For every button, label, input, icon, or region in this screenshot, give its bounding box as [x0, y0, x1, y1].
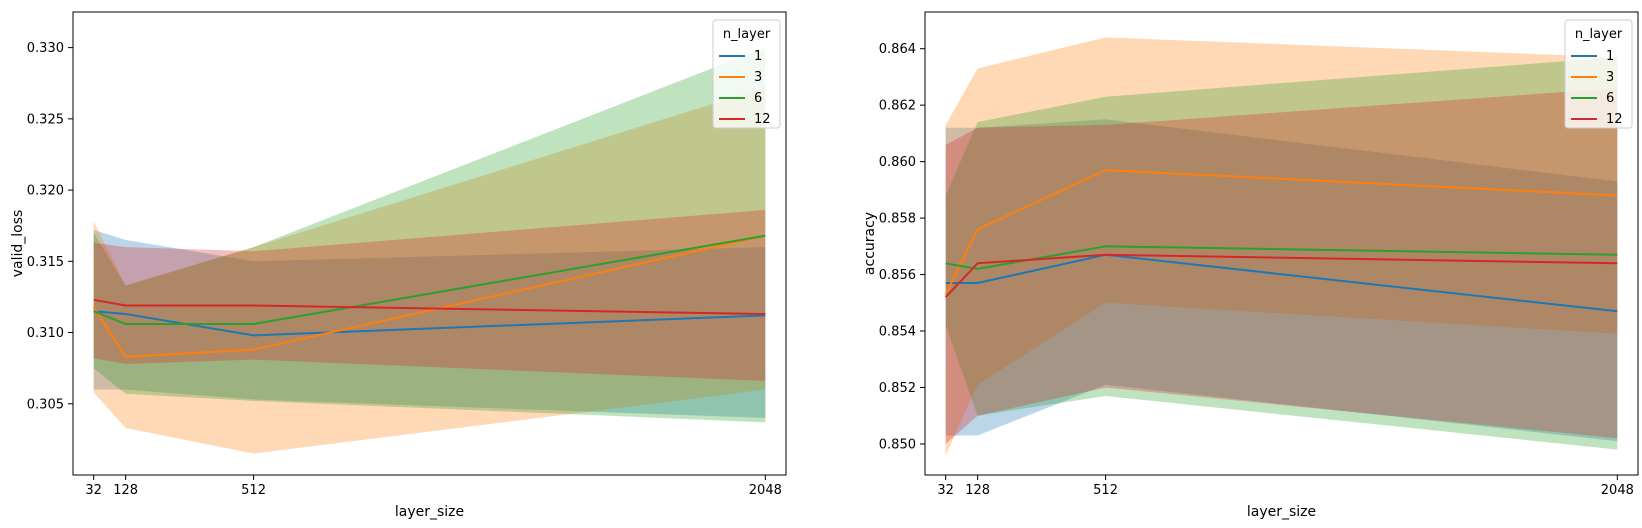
line-series-3: [944, 169, 1618, 295]
band-series-6: [945, 57, 1618, 450]
legend-entry-3: 3: [1606, 70, 1614, 85]
chart-panel-1: 32 128 512 2048 0.305 0.310 0.315 0.320 0.325 0.3…: [10, 11, 787, 520]
y-tick-label: 0.325: [27, 112, 64, 127]
y-tick-label: 0.330: [27, 41, 64, 56]
legend-entry-1: 1: [1606, 49, 1614, 64]
axes-frame: [924, 11, 1639, 476]
x-tick-label: 512: [241, 483, 266, 498]
y-tick-label: 0.305: [27, 397, 64, 412]
y-axis-label: accuracy: [862, 212, 878, 275]
legend-box: [712, 19, 781, 129]
legend-entry-12: 12: [754, 112, 771, 127]
y-tick-label: 0.315: [27, 255, 64, 270]
x-tick-label: 32: [85, 483, 102, 498]
band-series-3: [945, 37, 1618, 456]
x-tick-label: 128: [113, 483, 138, 498]
x-tick-label: 128: [965, 483, 990, 498]
legend: n_layer 1 3 6 12: [1564, 19, 1633, 129]
band-series-3: [93, 87, 766, 454]
y-tick-label: 0.858: [879, 212, 916, 227]
series-lines: [944, 169, 1618, 313]
x-tick-label: 2048: [1601, 483, 1634, 498]
y-tick-label: 0.864: [879, 42, 916, 57]
band-series-6: [93, 47, 766, 423]
legend-entry-12: 12: [1606, 112, 1623, 127]
band-series-1: [93, 230, 766, 418]
series-lines: [92, 234, 766, 358]
y-tick-label: 0.860: [879, 155, 916, 170]
y-tick-label: 0.310: [27, 326, 64, 341]
band-series-12: [93, 210, 766, 381]
line-series-12: [93, 298, 766, 315]
legend-entry-6: 6: [754, 91, 762, 106]
line-series-3: [92, 234, 766, 358]
x-axis-label: layer_size: [1247, 504, 1316, 520]
x-tick-label: 32: [937, 483, 954, 498]
legend-box: [1564, 19, 1633, 129]
legend-entry-3: 3: [754, 70, 762, 85]
confidence-bands: [93, 47, 766, 454]
y-tick-label: 0.862: [879, 99, 916, 114]
legend-title: n_layer: [723, 27, 771, 42]
line-series-1: [945, 253, 1618, 313]
y-tick-label: 0.320: [27, 184, 64, 199]
confidence-bands: [945, 37, 1618, 456]
x-tick-label: 512: [1093, 483, 1118, 498]
line-series-6: [945, 245, 1618, 270]
axes-frame: [72, 11, 787, 476]
y-tick-label: 0.854: [879, 325, 916, 340]
legend-entry-6: 6: [1606, 91, 1614, 106]
legend-entry-1: 1: [754, 49, 762, 64]
x-tick-label: 2048: [749, 483, 782, 498]
line-series-12: [944, 253, 1618, 298]
y-tick-label: 0.852: [879, 381, 916, 396]
line-series-6: [93, 234, 766, 325]
chart-panel-2: 32 128 512 2048 0.850 0.852 0.854 0.856 0.858 0.8…: [862, 11, 1639, 520]
legend-title: n_layer: [1575, 27, 1623, 42]
y-tick-label: 0.856: [879, 268, 916, 283]
band-series-1: [945, 119, 1618, 442]
y-tick-label: 0.850: [879, 437, 916, 452]
band-series-12: [945, 88, 1618, 444]
y-axis-label: valid_loss: [10, 210, 26, 278]
legend: n_layer 1 3 6 12: [712, 19, 781, 129]
x-axis-label: layer_size: [395, 504, 464, 520]
